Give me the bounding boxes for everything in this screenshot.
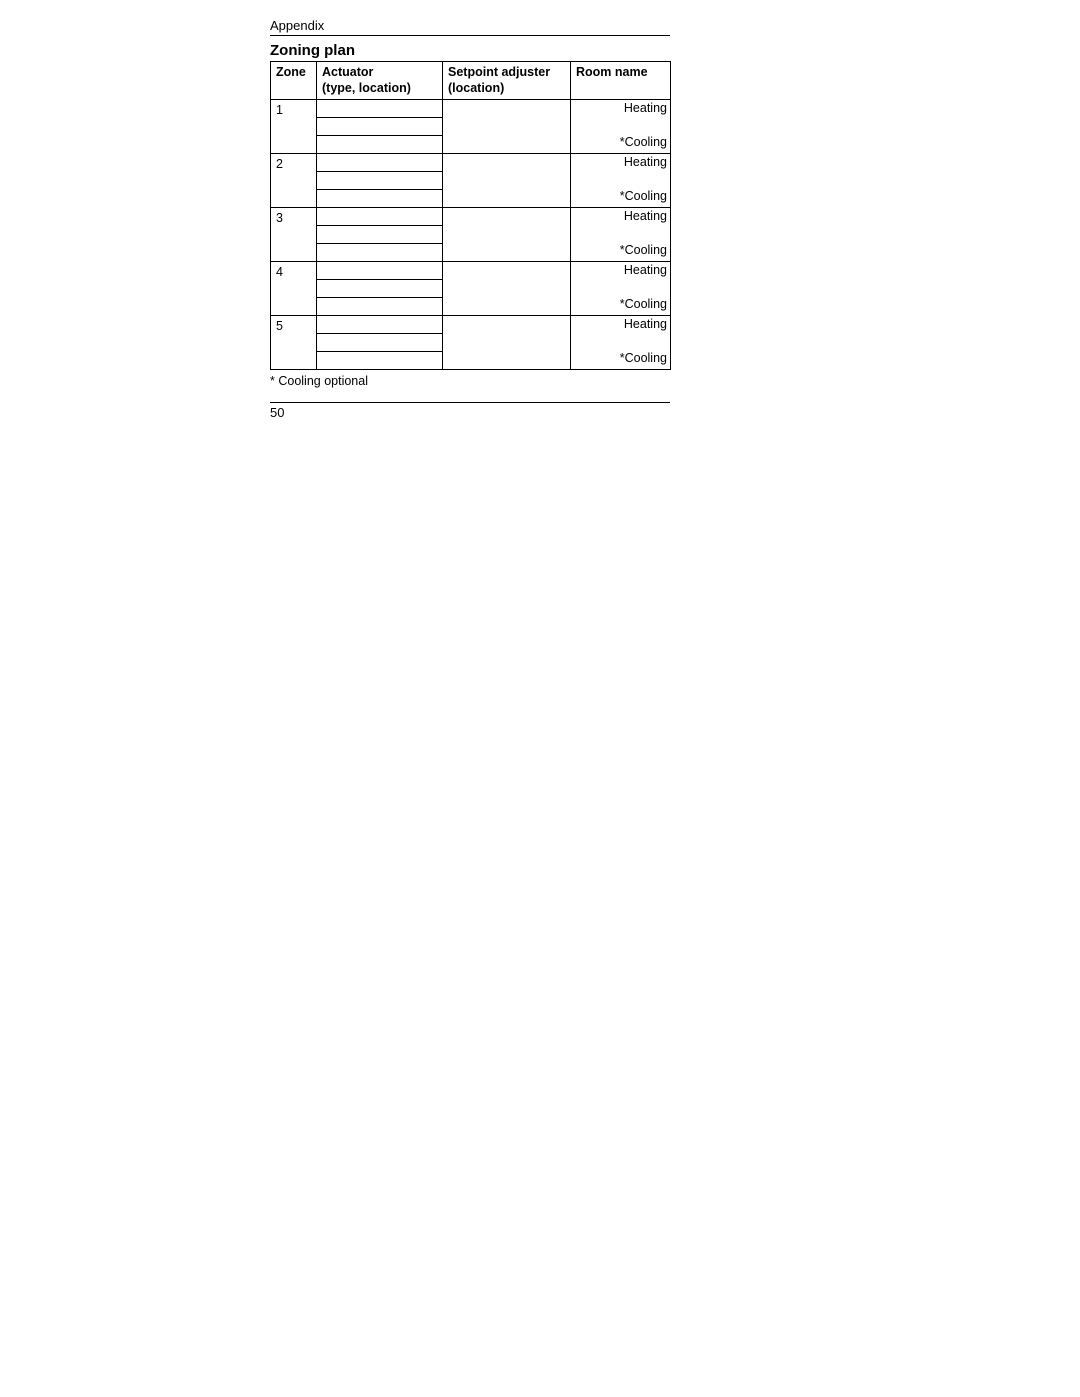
content-block: Appendix Zoning plan Zone Actuator (type… — [270, 18, 670, 420]
table-header-row: Zone Actuator (type, location) Setpoint … — [271, 62, 671, 100]
actuator-subrow — [317, 226, 442, 244]
setpoint-cell — [443, 100, 571, 154]
actuator-subrow — [317, 244, 442, 261]
room-heating-label: Heating — [571, 100, 670, 117]
table-row: 2 Heating *Cooling — [271, 154, 671, 208]
room-cell: Heating *Cooling — [571, 208, 671, 262]
zone-number: 5 — [271, 316, 317, 370]
section-title: Zoning plan — [270, 42, 670, 59]
appendix-label: Appendix — [270, 18, 670, 36]
page: Appendix Zoning plan Zone Actuator (type… — [0, 0, 1080, 1397]
setpoint-cell — [443, 208, 571, 262]
room-cell: Heating *Cooling — [571, 154, 671, 208]
actuator-subrow — [317, 172, 442, 190]
col-zone: Zone — [271, 62, 317, 100]
room-cooling-label: *Cooling — [571, 134, 670, 151]
room-cell: Heating *Cooling — [571, 262, 671, 316]
actuator-cell — [317, 262, 443, 316]
room-cell: Heating *Cooling — [571, 316, 671, 370]
room-heating-label: Heating — [571, 154, 670, 171]
room-cooling-label: *Cooling — [571, 242, 670, 259]
actuator-subrow — [317, 154, 442, 172]
setpoint-cell — [443, 262, 571, 316]
actuator-subrow — [317, 352, 442, 369]
zoning-tbody: 1 Heating *Cooling 2 Heating *Cooling 3 Heating… — [271, 100, 671, 370]
col-setpoint-line2: (location) — [448, 81, 504, 95]
room-cooling-label: *Cooling — [571, 188, 670, 205]
actuator-cell — [317, 154, 443, 208]
actuator-subrow — [317, 208, 442, 226]
setpoint-cell — [443, 316, 571, 370]
actuator-subrow — [317, 280, 442, 298]
setpoint-cell — [443, 154, 571, 208]
zoning-table: Zone Actuator (type, location) Setpoint … — [270, 61, 671, 370]
room-cooling-label: *Cooling — [571, 296, 670, 313]
col-setpoint: Setpoint adjuster (location) — [443, 62, 571, 100]
table-row: 1 Heating *Cooling — [271, 100, 671, 154]
actuator-cell — [317, 100, 443, 154]
table-row: 3 Heating *Cooling — [271, 208, 671, 262]
actuator-cell — [317, 208, 443, 262]
actuator-subrow — [317, 136, 442, 153]
room-heating-label: Heating — [571, 262, 670, 279]
actuator-subrow — [317, 298, 442, 315]
col-setpoint-line1: Setpoint adjuster — [448, 65, 550, 79]
zone-number: 3 — [271, 208, 317, 262]
actuator-subrow — [317, 118, 442, 136]
zone-number: 2 — [271, 154, 317, 208]
zone-number: 4 — [271, 262, 317, 316]
col-actuator: Actuator (type, location) — [317, 62, 443, 100]
table-row: 4 Heating *Cooling — [271, 262, 671, 316]
room-cooling-label: *Cooling — [571, 350, 670, 367]
actuator-subrow — [317, 262, 442, 280]
footnote: * Cooling optional — [270, 374, 670, 388]
actuator-subrow — [317, 100, 442, 118]
page-number: 50 — [270, 402, 670, 420]
table-row: 5 Heating *Cooling — [271, 316, 671, 370]
actuator-subrow — [317, 334, 442, 352]
col-actuator-line2: (type, location) — [322, 81, 411, 95]
room-heating-label: Heating — [571, 208, 670, 225]
actuator-cell — [317, 316, 443, 370]
room-heating-label: Heating — [571, 316, 670, 333]
actuator-subrow — [317, 190, 442, 207]
zone-number: 1 — [271, 100, 317, 154]
room-cell: Heating *Cooling — [571, 100, 671, 154]
actuator-subrow — [317, 316, 442, 334]
col-actuator-line1: Actuator — [322, 65, 373, 79]
col-room: Room name — [571, 62, 671, 100]
